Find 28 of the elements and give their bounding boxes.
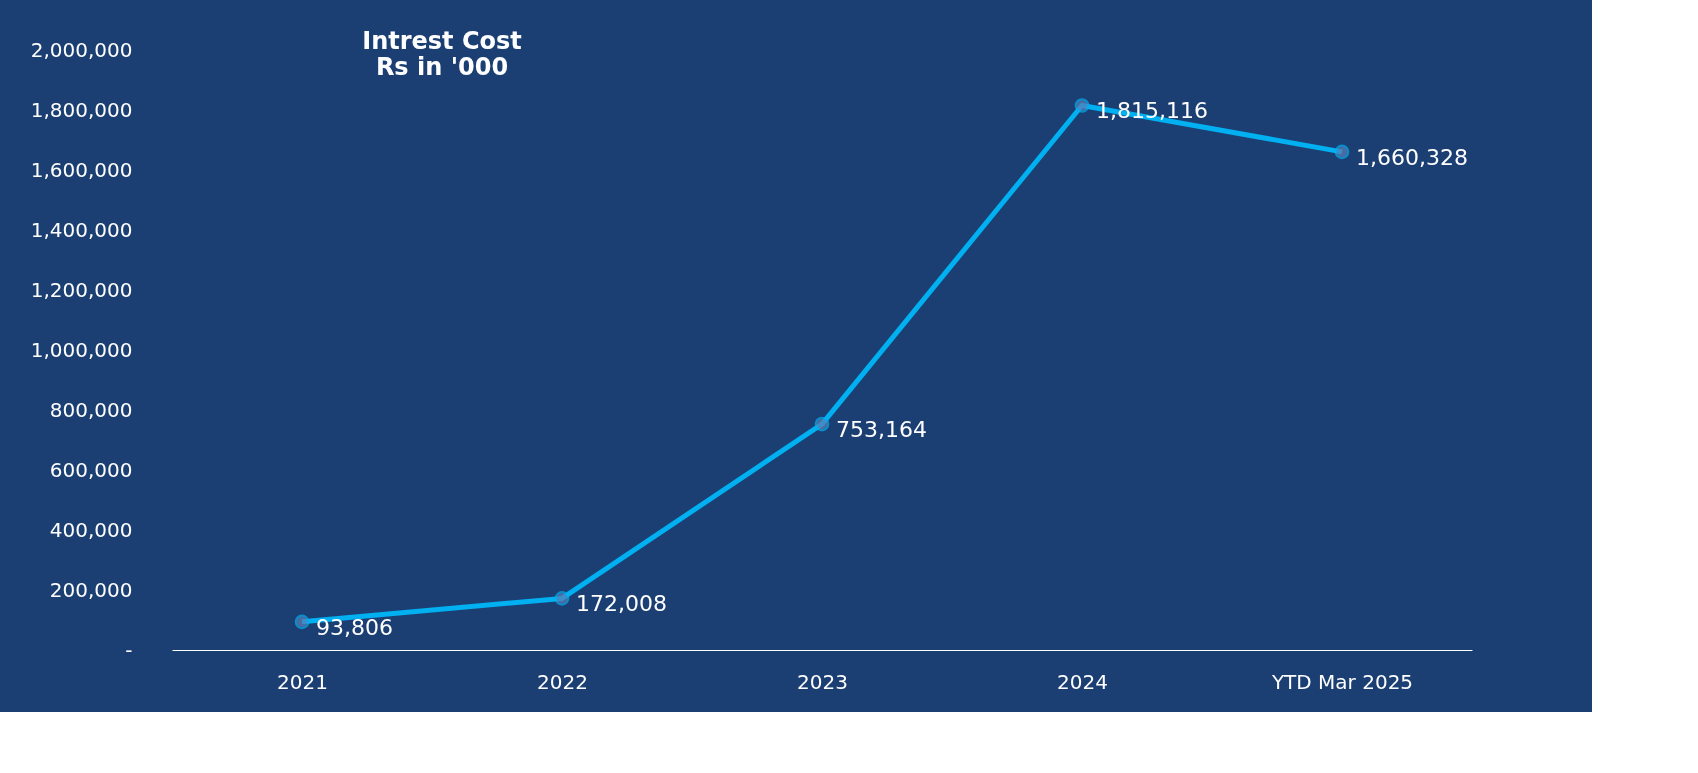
x-tick-label: 2024 [1057,669,1108,694]
point [554,591,570,606]
y-tick-label: 600,000 [49,457,133,482]
data-label: 93,806 [316,614,393,640]
x-tick-label: 2023 [797,669,848,694]
y-tick-label: 1,400,000 [30,217,133,242]
y-tick-label: 200,000 [49,577,133,602]
x-tick-label: 2022 [537,669,588,694]
text: Intrest Cost [362,27,522,55]
data-label: 753,164 [836,417,927,443]
y-tick-label: 2,000,000 [30,37,133,62]
y-tick-label: 400,000 [49,517,133,542]
y-tick-label: 800,000 [49,397,133,422]
x-tick-label: YTD Mar 2025 [1270,669,1414,694]
point [814,416,830,432]
y-tick-label: 1,200,000 [30,277,133,302]
y-tick-label: 1,600,000 [30,157,133,182]
x-tick-label: 2021 [277,669,328,694]
text: Rs in '000 [375,53,509,81]
point [294,614,310,630]
data-label: 1,815,116 [1096,98,1208,124]
y-tick-label: 1,000,000 [30,337,133,362]
y-tick-label: 1,800,000 [30,97,133,122]
point [1074,98,1090,113]
point [1334,144,1350,160]
data-label: 1,660,328 [1356,144,1468,170]
data-label: 172,008 [576,591,667,617]
y-tick-label: - [125,637,133,662]
